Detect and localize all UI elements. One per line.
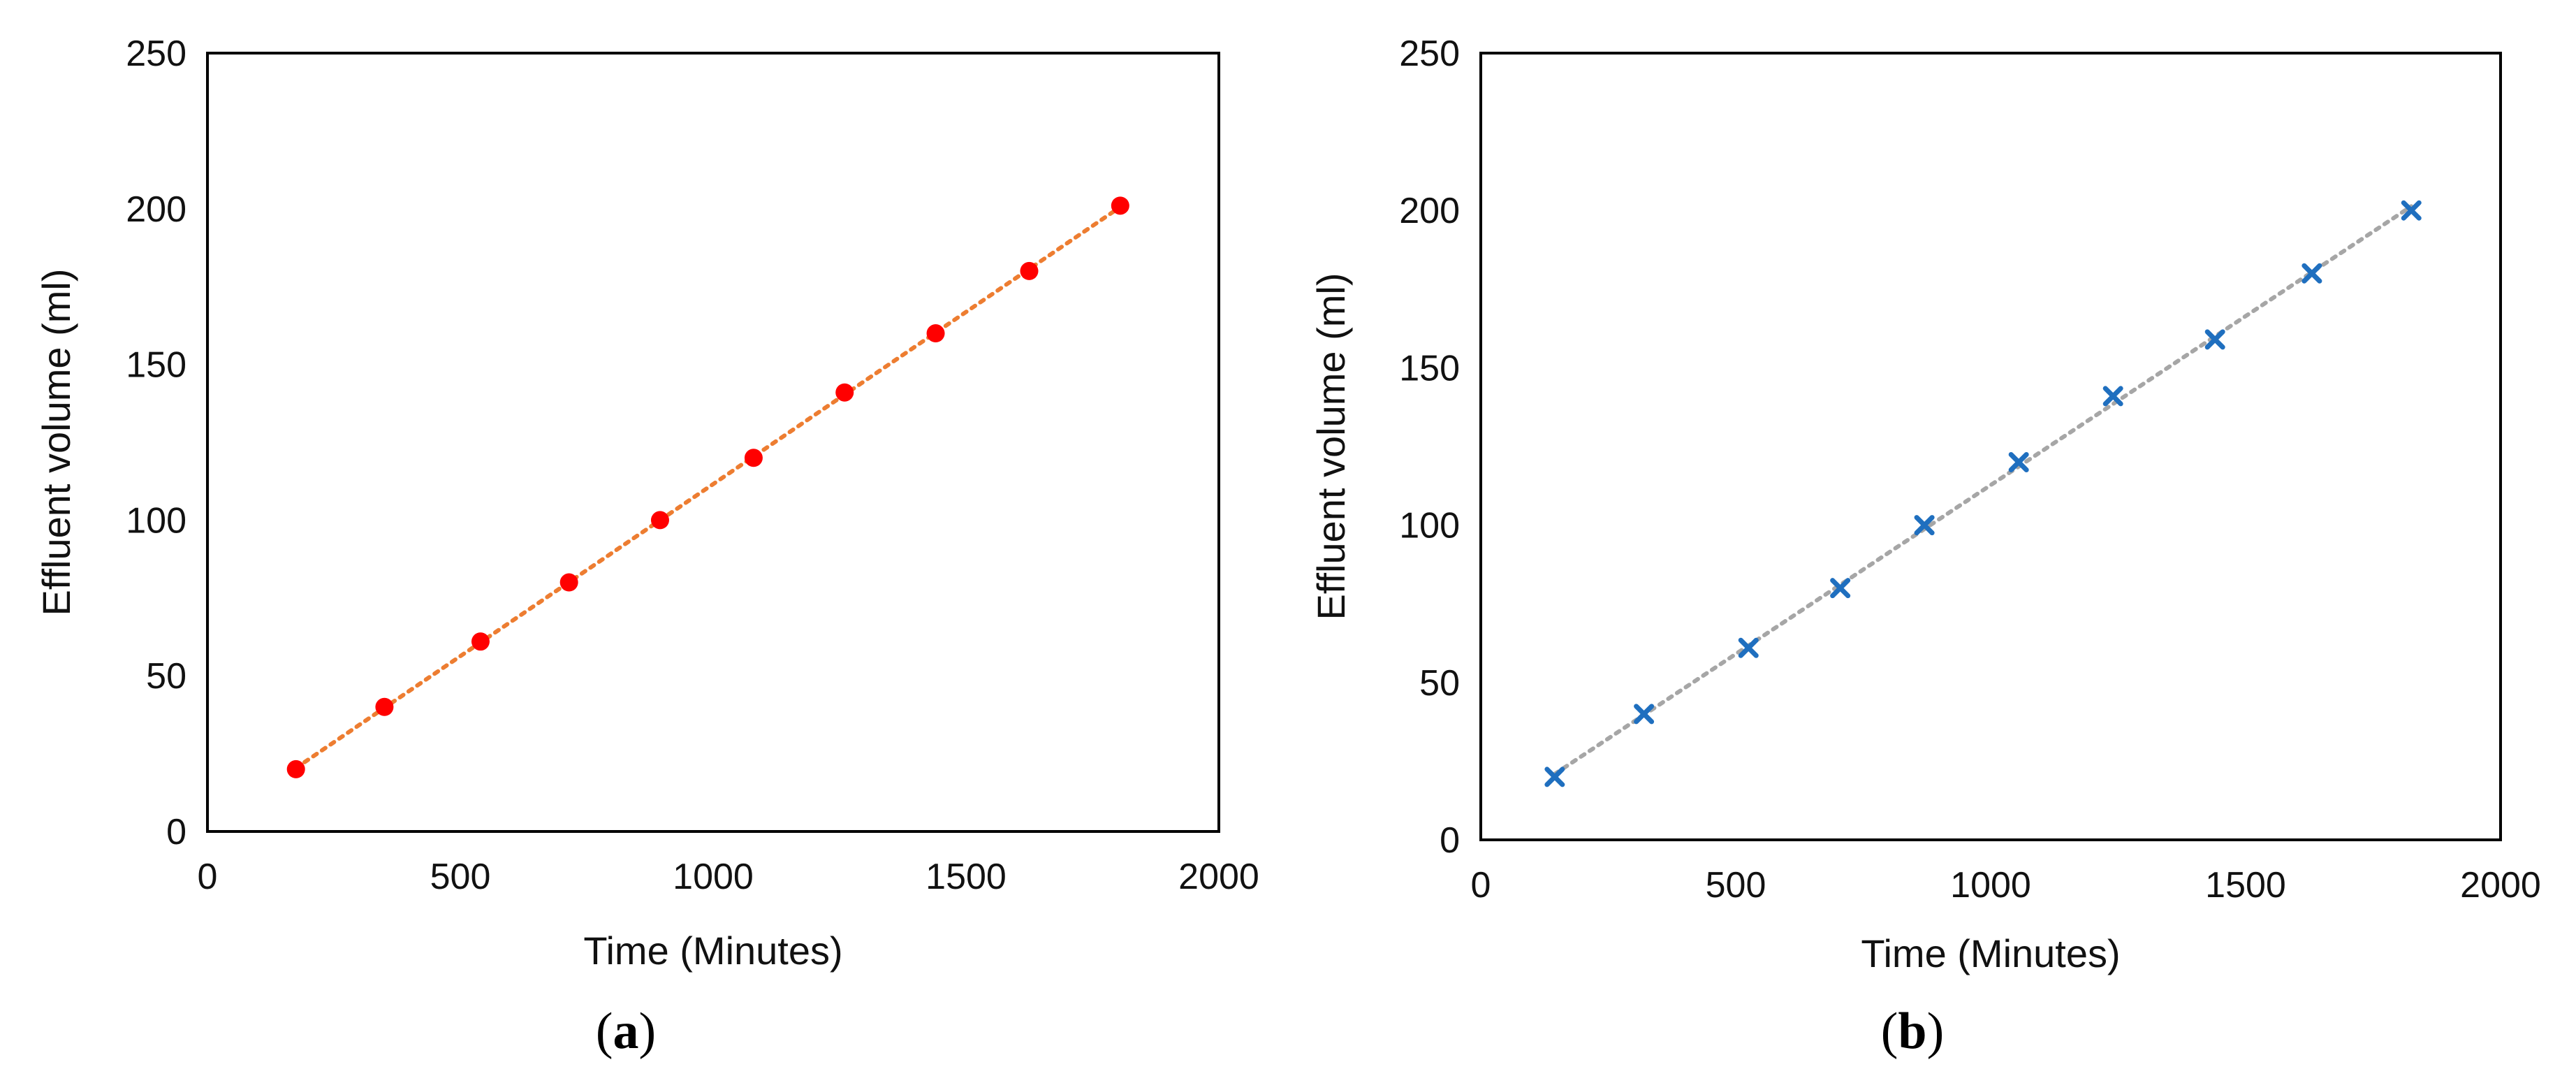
data-point-stroke (1830, 578, 1851, 599)
y-axis-label-b: Effluent volume (ml) (1309, 273, 1353, 620)
data-point (1020, 261, 1039, 280)
data-point (835, 383, 854, 402)
x-axis-label-a: Time (Minutes) (583, 929, 842, 973)
data-point (375, 697, 394, 716)
x-tick-label: 0 (198, 857, 218, 897)
y-tick-label: 250 (126, 34, 186, 74)
data-point-stroke (2301, 263, 2322, 284)
data-point-stroke (2008, 452, 2029, 473)
plot-area-a (206, 52, 1220, 833)
data-point (1738, 637, 1759, 658)
chart-panel-b: 0 50 100 150 200 250 0 500 1000 1500 2000 Time (M… (1309, 34, 2541, 1060)
data-point-stroke (1634, 704, 1655, 725)
data-point (1914, 515, 1935, 536)
data-point (744, 449, 763, 467)
data-point (559, 573, 578, 592)
chart-panel-a: 0 50 100 150 200 250 0 500 1000 1500 2000 Time (M… (34, 34, 1259, 1060)
x-tick-label: 2000 (2460, 865, 2541, 906)
data-points-a (286, 196, 1129, 778)
y-tick-label: 200 (1399, 191, 1460, 231)
data-points-b (1544, 200, 2422, 787)
x-tick-label: 0 (1471, 865, 1491, 906)
plot-area-b (1479, 52, 2502, 841)
data-point (2401, 200, 2422, 221)
data-point-stroke (1738, 637, 1759, 658)
x-axis-label-b: Time (Minutes) (1861, 931, 2120, 975)
y-tick-label: 50 (1419, 663, 1460, 704)
y-tick-label: 0 (166, 812, 186, 852)
y-tick-label: 150 (126, 345, 186, 386)
x-tick-label: 1500 (925, 857, 1007, 897)
y-tick-labels-b: 0 50 100 150 200 250 (1399, 34, 1460, 861)
panel-caption-b: (b) (1881, 1003, 1944, 1060)
y-tick-label: 100 (1399, 506, 1460, 546)
trendline (293, 205, 1122, 771)
data-point (1634, 704, 1655, 725)
data-point (650, 511, 669, 530)
data-point-stroke (2102, 386, 2123, 407)
data-point (2301, 263, 2322, 284)
y-tick-label: 50 (146, 656, 186, 697)
y-tick-label: 100 (126, 500, 186, 541)
data-point-stroke (1914, 515, 1935, 536)
panel-caption-a: (a) (596, 1003, 656, 1060)
y-tick-label: 250 (1399, 34, 1460, 74)
y-tick-label: 0 (1440, 820, 1460, 861)
data-point (2008, 452, 2029, 473)
x-tick-label: 1000 (1950, 865, 2031, 906)
x-tick-label: 2000 (1178, 857, 1259, 897)
x-tick-label: 1000 (673, 857, 754, 897)
x-tick-labels-a: 0 500 1000 1500 2000 (198, 857, 1259, 897)
data-point-stroke (2204, 329, 2225, 350)
data-point (286, 759, 305, 778)
x-tick-label: 500 (1706, 865, 1766, 906)
y-tick-label: 200 (126, 189, 186, 230)
y-axis-label-a: Effluent volume (ml) (34, 269, 78, 616)
x-tick-label: 500 (430, 857, 491, 897)
data-point (1830, 578, 1851, 599)
data-point (1544, 766, 1565, 787)
data-point-stroke (1544, 766, 1565, 787)
data-point (2204, 329, 2225, 350)
y-tick-label: 150 (1399, 348, 1460, 388)
data-point (1111, 196, 1129, 215)
trendline-a (293, 205, 1122, 771)
data-point-stroke (2401, 200, 2422, 221)
data-point (2102, 386, 2123, 407)
y-tick-labels-a: 0 50 100 150 200 250 (126, 34, 186, 852)
trendline-b (1552, 204, 2414, 776)
x-tick-labels-b: 0 500 1000 1500 2000 (1471, 865, 2541, 906)
data-point (926, 324, 945, 343)
trendline (1552, 204, 2414, 776)
x-tick-label: 1500 (2205, 865, 2286, 906)
data-point (471, 632, 490, 651)
